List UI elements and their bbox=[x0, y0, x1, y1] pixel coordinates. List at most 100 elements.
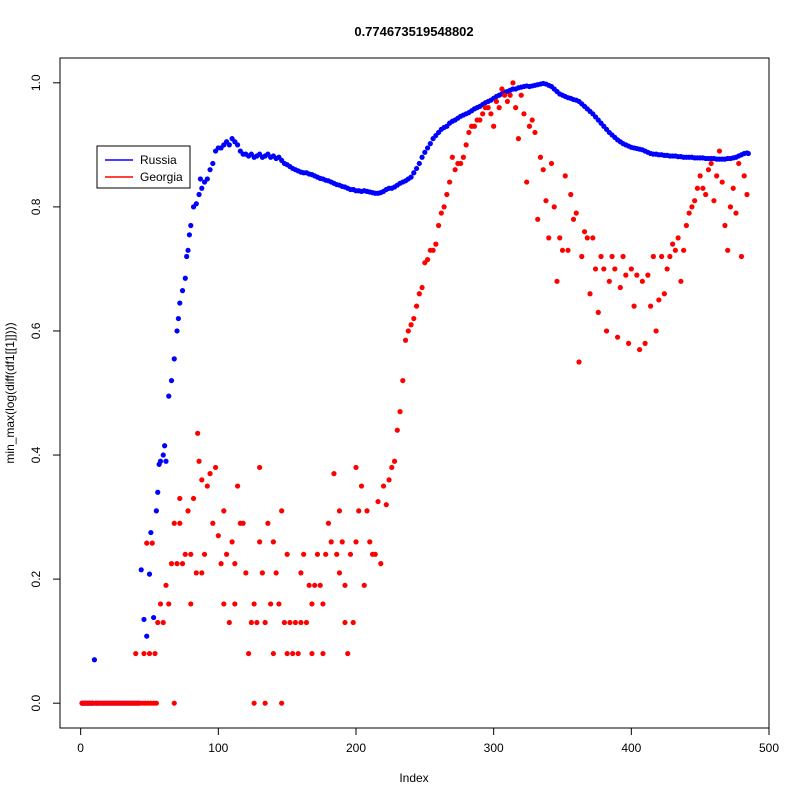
data-point-russia bbox=[413, 165, 420, 172]
x-tick-label: 0 bbox=[77, 741, 84, 755]
y-tick-label: 1.0 bbox=[29, 74, 43, 91]
data-point-georgia bbox=[229, 539, 235, 545]
data-point-georgia bbox=[386, 477, 392, 483]
data-point-georgia bbox=[155, 619, 161, 626]
data-point-georgia bbox=[320, 650, 326, 657]
data-point-georgia bbox=[204, 483, 210, 489]
data-point-georgia bbox=[301, 551, 307, 557]
legend-box bbox=[96, 145, 191, 189]
data-point-russia bbox=[210, 160, 216, 167]
data-point-georgia bbox=[507, 92, 513, 98]
data-point-georgia bbox=[601, 266, 607, 272]
data-point-georgia bbox=[163, 582, 169, 588]
data-point-georgia bbox=[515, 136, 522, 142]
data-point-georgia bbox=[705, 167, 712, 173]
data-point-georgia bbox=[298, 570, 304, 576]
data-point-russia bbox=[174, 328, 180, 334]
data-point-georgia bbox=[405, 328, 411, 334]
data-point-georgia bbox=[397, 409, 403, 415]
data-point-georgia bbox=[614, 334, 621, 340]
data-point-georgia bbox=[328, 539, 334, 545]
data-point-russia bbox=[422, 149, 428, 155]
data-point-georgia bbox=[257, 464, 263, 471]
data-point-georgia bbox=[518, 92, 524, 98]
data-point-georgia bbox=[620, 253, 626, 260]
data-point-russia bbox=[182, 275, 188, 281]
data-point-georgia bbox=[521, 111, 527, 117]
data-point-georgia bbox=[551, 204, 557, 210]
data-point-georgia bbox=[367, 539, 373, 545]
data-point-georgia bbox=[708, 160, 714, 167]
data-point-georgia bbox=[733, 210, 739, 216]
data-point-georgia bbox=[573, 210, 579, 216]
data-point-georgia bbox=[314, 551, 321, 557]
data-point-georgia bbox=[196, 458, 202, 464]
chart-title: 0.774673519548802 bbox=[354, 24, 473, 39]
data-point-georgia bbox=[719, 179, 725, 185]
data-point-georgia bbox=[587, 291, 593, 297]
y-axis-label: min_max(log(diff(df1[[1]]))) bbox=[3, 322, 17, 463]
data-point-georgia bbox=[529, 117, 535, 123]
data-point-georgia bbox=[460, 154, 466, 160]
data-point-georgia bbox=[458, 160, 464, 167]
data-point-georgia bbox=[171, 700, 177, 706]
data-point-georgia bbox=[579, 253, 585, 260]
data-point-georgia bbox=[648, 303, 654, 309]
data-point-georgia bbox=[358, 483, 365, 489]
data-point-georgia bbox=[741, 173, 747, 179]
data-point-georgia bbox=[628, 266, 634, 272]
data-point-russia bbox=[424, 145, 431, 151]
data-point-georgia bbox=[678, 278, 684, 284]
data-point-georgia bbox=[598, 253, 604, 260]
data-point-russia bbox=[138, 567, 144, 573]
data-point-russia bbox=[745, 150, 751, 157]
data-point-georgia bbox=[171, 520, 177, 526]
data-point-georgia bbox=[279, 700, 285, 706]
data-point-georgia bbox=[389, 464, 395, 471]
data-point-georgia bbox=[185, 508, 191, 514]
data-point-georgia bbox=[262, 700, 268, 706]
data-point-georgia bbox=[325, 520, 332, 526]
data-point-georgia bbox=[562, 173, 568, 179]
data-point-russia bbox=[163, 458, 169, 464]
data-point-georgia bbox=[603, 328, 610, 334]
data-point-georgia bbox=[190, 495, 197, 502]
data-point-georgia bbox=[339, 539, 345, 545]
data-point-russia bbox=[411, 170, 417, 176]
data-point-georgia bbox=[279, 508, 285, 514]
y-tick-label: 0.0 bbox=[29, 695, 43, 712]
data-point-georgia bbox=[686, 210, 692, 216]
data-point-georgia bbox=[502, 92, 508, 98]
data-point-georgia bbox=[375, 498, 381, 505]
data-point-georgia bbox=[265, 520, 271, 526]
data-point-georgia bbox=[257, 539, 263, 545]
data-point-georgia bbox=[631, 303, 637, 309]
data-point-russia bbox=[416, 160, 422, 167]
data-point-georgia bbox=[276, 601, 282, 607]
data-point-georgia bbox=[645, 272, 651, 278]
data-point-georgia bbox=[716, 148, 723, 154]
data-point-georgia bbox=[672, 247, 678, 253]
data-point-georgia bbox=[535, 216, 541, 222]
data-point-georgia bbox=[526, 123, 533, 129]
data-point-georgia bbox=[576, 359, 582, 365]
data-point-georgia bbox=[345, 650, 351, 657]
data-point-georgia bbox=[504, 98, 511, 105]
data-point-georgia bbox=[496, 105, 502, 111]
data-point-russia bbox=[226, 142, 232, 148]
data-point-georgia bbox=[303, 619, 310, 626]
data-point-georgia bbox=[383, 502, 389, 508]
data-point-georgia bbox=[612, 266, 618, 272]
data-point-georgia bbox=[581, 229, 588, 235]
data-point-georgia bbox=[168, 561, 175, 567]
data-point-georgia bbox=[248, 619, 254, 626]
data-point-georgia bbox=[334, 551, 340, 557]
data-point-russia bbox=[146, 571, 153, 577]
data-point-georgia bbox=[402, 337, 409, 343]
data-point-georgia bbox=[259, 570, 265, 576]
x-tick-label: 500 bbox=[759, 741, 779, 755]
data-point-russia bbox=[162, 443, 168, 449]
data-point-georgia bbox=[584, 235, 590, 241]
data-point-georgia bbox=[590, 235, 596, 241]
y-tick-label: 0.8 bbox=[29, 198, 43, 215]
